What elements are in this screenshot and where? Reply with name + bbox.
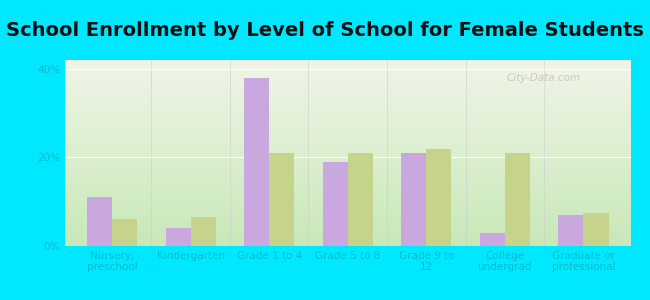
Bar <box>322 162 348 246</box>
Bar <box>584 213 608 246</box>
Text: City-Data.com: City-Data.com <box>506 73 580 83</box>
Text: School Enrollment by Level of School for Female Students: School Enrollment by Level of School for… <box>6 21 644 40</box>
Bar <box>505 153 530 246</box>
Bar <box>244 78 269 246</box>
Bar <box>269 153 294 246</box>
Bar <box>426 148 452 246</box>
Bar <box>348 153 373 246</box>
Bar <box>112 219 137 246</box>
Bar <box>558 215 584 246</box>
Bar <box>401 153 426 246</box>
Bar <box>166 228 190 246</box>
Bar <box>190 217 216 246</box>
Bar <box>87 197 112 246</box>
Bar <box>480 233 505 246</box>
